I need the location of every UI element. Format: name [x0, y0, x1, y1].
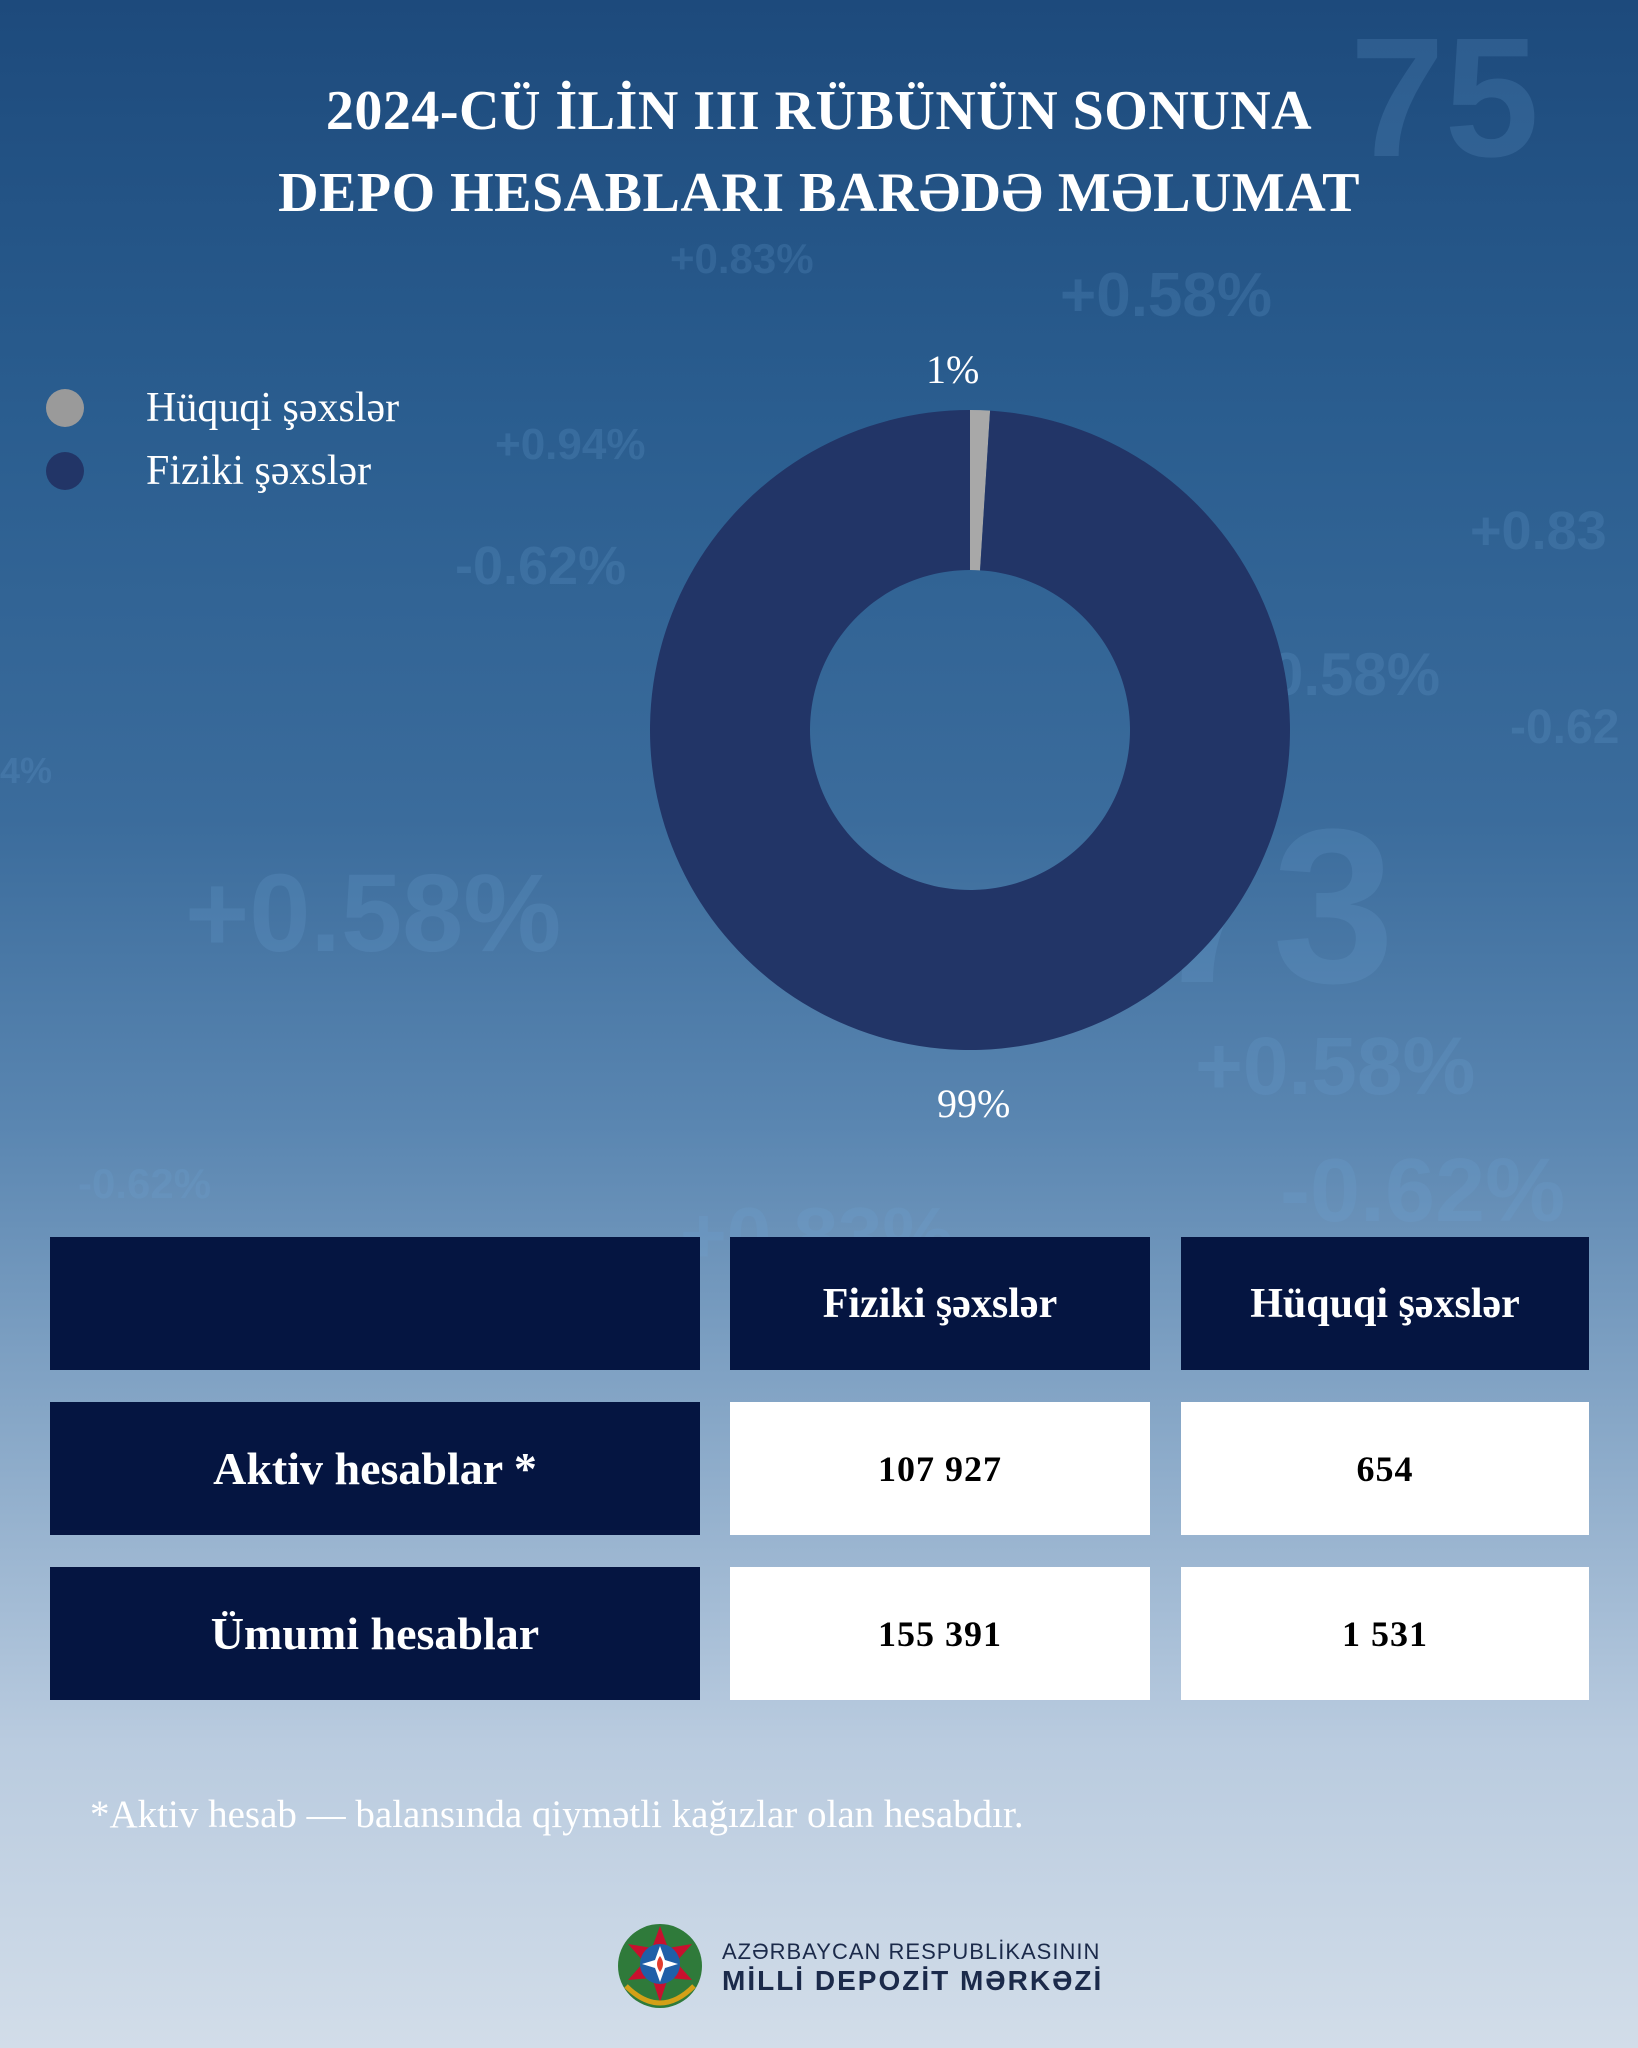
row-label-aktiv: Aktiv hesablar *: [50, 1402, 700, 1535]
legend-item-huquqi: Hüquqi şəxslər: [46, 378, 399, 438]
cell-umumi-fiziki: 155 391: [730, 1567, 1150, 1700]
legend-label: Hüquqi şəxslər: [146, 385, 400, 431]
donut-slice-fiziki: [649, 410, 1290, 1050]
table-header-huquqi: Hüquqi şəxslər: [1181, 1237, 1589, 1370]
legend-swatch-gray: [46, 389, 84, 427]
logo: AZƏRBAYCAN RESPUBLİKASININ MİLLİ DEPOZİT…: [612, 1916, 1103, 2020]
slice-label-huquqi: 1%: [926, 347, 980, 392]
legend-item-fiziki: Fiziki şəxslər: [46, 441, 371, 501]
page-title: 2024-CÜ İLİN III RÜBÜNÜN SONUNA DEPO HES…: [0, 70, 1638, 234]
logo-line-1: AZƏRBAYCAN RESPUBLİKASININ: [722, 1939, 1101, 1964]
logo-line-2: MİLLİ DEPOZİT MƏRKƏZİ: [722, 1965, 1104, 1996]
legend-swatch-navy: [46, 452, 84, 490]
title-line-2: DEPO HESABLARI BARƏDƏ MƏLUMAT: [278, 162, 1360, 224]
table-header-empty: [50, 1237, 700, 1370]
footnote: *Aktiv hesab — balansında qiymətli kağız…: [90, 1793, 1024, 1836]
cell-aktiv-fiziki: 107 927: [730, 1402, 1150, 1535]
title-line-1: 2024-CÜ İLİN III RÜBÜNÜN SONUNA: [325, 80, 1313, 142]
row-label-umumi: Ümumi hesablar: [50, 1567, 700, 1700]
cell-umumi-huquqi: 1 531: [1181, 1567, 1589, 1700]
cell-aktiv-huquqi: 654: [1181, 1402, 1589, 1535]
legend-label: Fiziki şəxslər: [146, 448, 372, 494]
donut-chart: [649, 410, 1290, 1050]
slice-label-fiziki: 99%: [937, 1081, 1011, 1126]
emblem-icon: [618, 1924, 702, 2008]
donut-slice-huquqi: [970, 410, 991, 571]
table-header-fiziki: Fiziki şəxslər: [730, 1237, 1150, 1370]
